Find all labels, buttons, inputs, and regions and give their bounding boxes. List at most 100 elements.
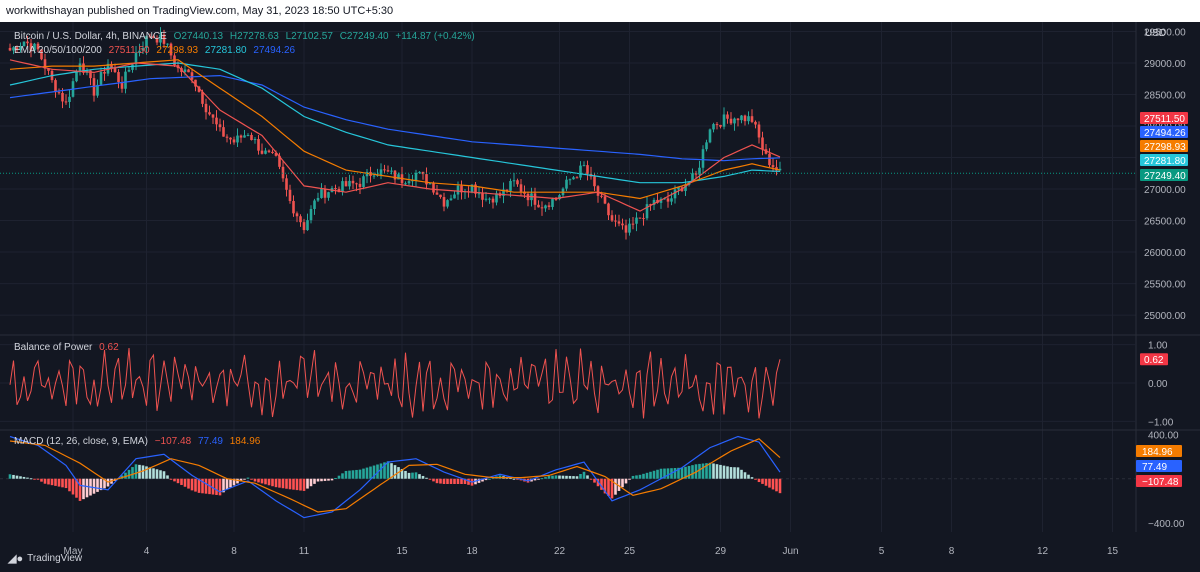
macd-histogram-bar [579,474,582,479]
macd-histogram-bar [757,478,761,483]
candle-body [162,34,166,44]
macd-signal-axis-label-text: 184.96 [1142,447,1173,458]
candle-body [397,174,400,180]
macd-histogram-bar [733,467,736,479]
symbol-legend: Bitcoin / U.S. Dollar, 4h, BINANCE O2744… [14,31,479,42]
candle-body [68,96,71,102]
macd-histogram-bar [183,478,187,487]
x-tick-label: 12 [1037,546,1049,557]
macd-histogram-bar [274,478,278,488]
macd-label: MACD (12, 26, close, 9, EMA) [14,436,148,447]
macd-histogram-bar [582,471,586,479]
candle-body [572,177,575,180]
candle-body [82,63,85,73]
x-tick-label: Jun [782,546,798,557]
macd-histogram-bar [460,478,463,484]
candle-body [544,205,547,209]
ema50-value: 27298.93 [156,45,199,56]
candle-body [519,184,523,192]
candle-body [446,200,449,207]
macd-histogram-bar [740,469,743,479]
macd-histogram-bar [173,478,176,482]
candle-body [495,193,498,203]
macd-histogram-bar [411,472,414,479]
candle-body [722,114,726,127]
candle-body [110,63,113,68]
macd-histogram-bar [64,478,68,489]
macd-histogram-bar [302,478,306,491]
macd-histogram-bar [677,467,680,479]
macd-histogram-bar [243,478,246,480]
candle-body [593,176,596,187]
macd-histogram-bar [236,478,239,484]
candle-body [124,71,127,89]
macd-histogram-bar [281,478,285,489]
price-chart[interactable]: 29500.0029000.0028500.0028000.0027500.00… [0,22,1200,572]
ema-label: EMA 20/50/100/200 [14,45,102,56]
candle-body [292,201,295,214]
candle-body [411,180,414,182]
macd-histogram-bar [400,469,404,479]
candle-body [306,220,309,231]
candle-body [274,152,278,156]
candle-body [323,188,327,198]
macd-line-value: 77.49 [197,436,223,447]
candle-body [691,173,694,182]
candle-body [505,189,509,191]
candle-body [698,167,701,175]
macd-histogram-bar [43,478,47,484]
candle-body [12,47,15,51]
candle-body [225,136,229,138]
candle-body [512,180,516,182]
candle-body [15,47,19,50]
macd-histogram-bar [211,478,215,495]
macd-histogram-bar [383,462,386,479]
candle-body [729,118,733,124]
macd-histogram-bar [589,478,593,480]
macd-histogram-bar [190,478,194,491]
macd-histogram-bar [666,468,670,479]
candle-body [383,169,386,171]
macd-histogram-bar [705,463,708,479]
macd-histogram-bar [369,466,372,479]
price-tick-label: 28500.00 [1144,90,1186,101]
macd-hist-axis-label-text: −107.48 [1142,477,1179,488]
x-tick-label: 8 [949,546,955,557]
candle-body [54,80,57,93]
macd-histogram-bar [152,468,155,479]
macd-histogram-bar [754,478,757,480]
candle-body [22,41,26,47]
bop-legend: Balance of Power 0.62 [14,342,123,353]
candle-body [614,220,617,222]
candle-body [586,165,589,175]
candle-body [341,181,344,193]
macd-histogram-bar [323,478,327,481]
macd-histogram-bar [36,478,40,480]
open-value: O27440.13 [173,31,224,42]
macd-histogram-bar [547,475,551,479]
macd-histogram-bar [680,467,684,479]
candle-body [187,69,190,73]
macd-histogram-bar [320,478,323,482]
candle-body [428,182,432,185]
macd-histogram-bar [239,478,243,482]
bop-line [9,347,781,419]
macd-histogram-bar [278,478,281,488]
macd-histogram-bar [365,467,369,479]
macd-histogram-bar [201,478,204,494]
macd-histogram-bar [467,478,470,485]
candle-body [285,178,288,190]
macd-histogram-bar [558,475,561,479]
candle-body [239,135,243,138]
bop-tick-label: 0.00 [1148,379,1168,390]
x-tick-label: 15 [1107,546,1119,557]
candle-body [215,117,218,125]
macd-histogram-bar [561,475,565,479]
candle-body [631,223,635,225]
macd-histogram-bar [166,475,169,479]
candle-body [288,189,292,202]
macd-histogram-bar [50,478,54,486]
bop-axis-label-text: 0.62 [1144,355,1164,366]
macd-histogram-bar [148,467,152,479]
macd-histogram-bar [439,478,442,484]
